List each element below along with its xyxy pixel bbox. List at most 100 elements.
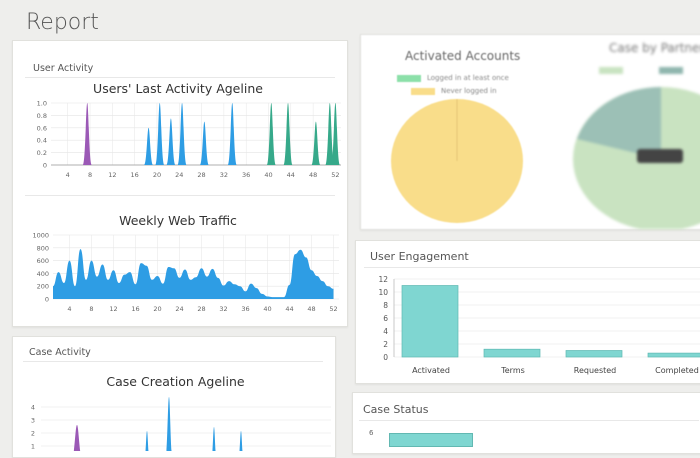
y-tick-label: 0 [383,353,388,362]
x-tick-label: 48 [307,305,315,313]
ageline-peak [82,103,92,165]
page-title: Report [26,10,99,35]
ageline-peak [227,103,237,165]
y-tick-label: 4 [31,404,35,412]
x-tick-label: 12 [108,171,116,179]
x-tick-label: 4 [66,171,70,179]
y-tick-label: 3 [31,417,35,425]
x-tick-label: 8 [89,305,93,313]
ageline-peak [199,121,209,165]
y-tick-label: 10 [378,288,388,297]
bar [401,285,459,358]
y-tick-label: 4 [383,327,388,336]
y-tick-label: 0.4 [37,137,47,145]
x-tick-label: 12 [109,305,117,313]
x-tick-label: 24 [175,305,183,313]
y-tick-label: 2 [383,340,388,349]
y-tick-label: 0 [43,162,47,170]
y-tick-label: 1 [31,443,35,451]
x-tick-label: 24 [175,171,183,179]
ageline-peak [311,121,321,165]
accounts-panel: Activated Accounts Logged in at least on… [360,34,700,230]
case-ageline-chart: 1 2 3 4 [31,397,331,451]
user-engagement-panel: User Engagement 0 2 4 6 8 10 12 Activated Terms… [355,240,700,384]
x-tick-label: 44 [287,171,295,179]
category-label: Completed [655,366,699,375]
y-tick-label: 200 [37,283,49,291]
users-ageline-chart: 00.20.40.60.81.04 8 12 16 20 24 28 32 36 40 44 48 52 [37,100,341,179]
x-tick-label: 16 [131,171,139,179]
ageline-peak [239,431,243,451]
x-tick-label: 16 [131,305,139,313]
ageline-chart-title: Users' Last Activity Ageline [93,81,263,96]
y-tick-label: 6 [383,314,388,323]
ageline-peak [330,103,340,165]
case-status-bar [389,433,473,447]
y-tick-label: 1000 [32,232,49,240]
x-tick-label: 40 [264,171,272,179]
divider [359,420,699,421]
y-tick-label: 800 [37,244,49,252]
case-activity-panel: Case Activity Case Creation Ageline 1 2 3 4 [12,336,336,458]
x-tick-label: 8 [88,171,92,179]
ageline-peak [145,431,149,451]
category-label: Activated [412,366,450,375]
case-by-partner-pie [573,87,700,229]
bar [483,348,541,358]
ageline-peak [325,103,335,165]
x-tick-label: 48 [309,171,317,179]
ageline-peak [144,127,154,165]
divider [23,361,323,362]
x-tick-label: 36 [241,305,249,313]
case-status-ytick: 6 [369,429,374,437]
ageline-peak [212,427,216,451]
partner-pie-slice [577,87,661,159]
divider [364,267,700,268]
user-engagement-bar-chart: 0 2 4 6 8 10 12 Activated Terms Requested Complet… [378,275,700,375]
case-status-panel: Case Status 6 [352,392,700,454]
x-tick-label: 20 [153,305,161,313]
y-tick-label: 2 [31,430,35,438]
y-tick-label: 400 [37,270,49,278]
ageline-peak [266,103,276,165]
x-tick-label: 32 [220,171,228,179]
category-label: Terms [500,366,525,375]
y-tick-label: 0.2 [37,149,47,157]
user-activity-panel: User Activity Users' Last Activity Ageli… [12,40,348,327]
divider [25,77,335,78]
ageline-peak [166,397,172,451]
x-tick-label: 36 [242,171,250,179]
ageline-peak [155,103,165,165]
x-tick-label: 44 [285,305,293,313]
ageline-peak [283,103,293,165]
user-engagement-panel-title: User Engagement [370,250,469,263]
traffic-chart-title: Weekly Web Traffic [119,213,237,228]
activated-accounts-pie [391,99,523,223]
y-tick-label: 0.6 [37,124,47,132]
pie-tooltip [637,149,683,163]
case-by-partner-title: Case by Partner [609,41,700,55]
ageline-peak [166,118,176,165]
case-status-panel-title: Case Status [363,403,429,416]
x-tick-label: 32 [219,305,227,313]
legend-label-never: Never logged in [441,87,497,95]
partner-legend-swatch [599,67,623,74]
partner-legend-swatch [659,67,683,74]
bar [565,350,623,358]
ageline-peak [177,103,187,165]
x-tick-label: 52 [329,305,337,313]
x-tick-label: 28 [197,305,205,313]
case-ageline-title: Case Creation Ageline [106,374,245,389]
y-tick-label: 12 [378,275,388,284]
category-label: Requested [574,366,617,375]
y-tick-label: 1.0 [37,100,47,108]
y-tick-label: 8 [383,301,388,310]
x-tick-label: 28 [197,171,205,179]
user-activity-panel-title: User Activity [33,63,94,74]
y-tick-label: 0.8 [37,112,47,120]
legend-label-logged-in: Logged in at least once [427,74,509,82]
legend-swatch-never [411,88,435,95]
ageline-peak [73,425,81,451]
x-tick-label: 40 [263,305,271,313]
